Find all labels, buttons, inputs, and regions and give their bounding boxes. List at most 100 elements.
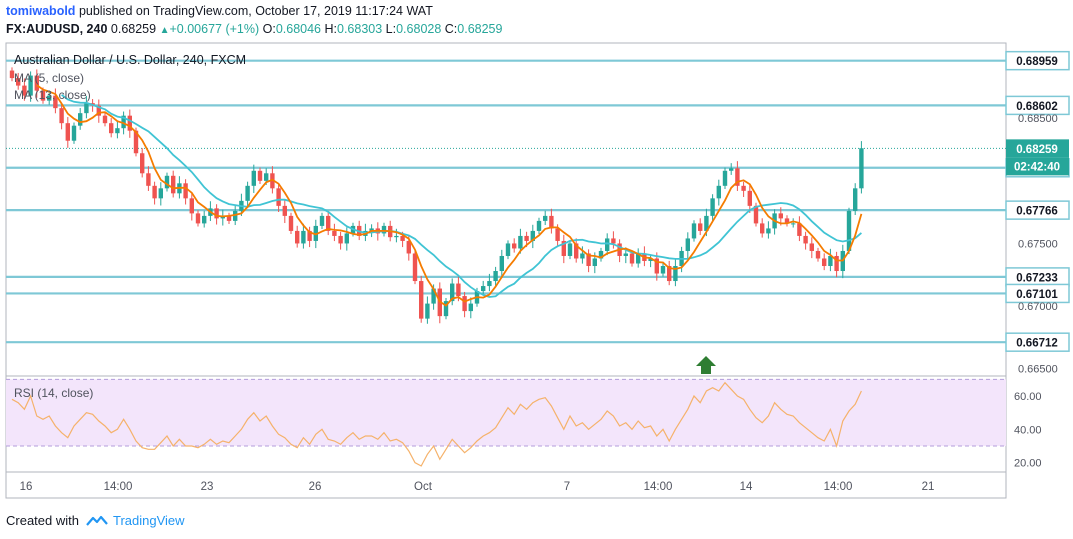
candle-body xyxy=(195,213,201,224)
price-chart[interactable]: 0.689590.686020.681040.677660.672330.671… xyxy=(0,40,1073,505)
candle-body xyxy=(543,215,548,221)
candle-body xyxy=(202,215,207,224)
candle-body xyxy=(369,228,374,231)
candle-body xyxy=(332,230,337,236)
last-price-text: 0.68259 xyxy=(110,22,157,36)
candle-body xyxy=(9,70,15,79)
price-tick-label: 0.68500 xyxy=(1018,113,1058,125)
candle-body xyxy=(698,223,703,231)
candle-body xyxy=(400,235,405,241)
candle-body xyxy=(164,175,170,189)
candle-body xyxy=(803,235,808,244)
candle-body xyxy=(319,215,325,226)
footer: Created with TradingView xyxy=(6,513,185,529)
candle-body xyxy=(34,75,39,91)
rsi-tick-label: 40.00 xyxy=(1014,424,1042,436)
candle-body xyxy=(493,271,498,282)
candle-body xyxy=(381,225,387,234)
level-label-box xyxy=(1005,200,1070,220)
candle-body xyxy=(183,183,188,199)
candle-body xyxy=(96,105,101,116)
candle-body xyxy=(809,243,814,251)
candle-body xyxy=(28,75,33,96)
candle-body xyxy=(524,235,529,241)
candle-body xyxy=(84,103,89,114)
triangle-up-icon: ▲ xyxy=(159,25,170,36)
candle-body xyxy=(567,243,573,256)
ma13-line xyxy=(61,94,862,298)
candle-body xyxy=(735,168,740,186)
candle-body xyxy=(784,218,790,224)
level-label: 0.67766 xyxy=(1016,206,1058,218)
candle-body xyxy=(605,238,610,251)
candle-body xyxy=(623,253,628,256)
candle-body xyxy=(146,173,151,186)
level-label: 0.67101 xyxy=(1016,289,1058,301)
rsi-band xyxy=(6,379,1006,446)
candle-body xyxy=(431,288,436,304)
candle-body xyxy=(549,215,554,229)
published-text: published on TradingView.com, October 17… xyxy=(78,4,433,18)
candle-body xyxy=(822,258,827,267)
last-price-box xyxy=(1006,139,1069,158)
candle-body xyxy=(233,210,238,221)
symbol-info: FX:AUDUSD, 240 0.68259 ▲+0.00677 (+1%) O… xyxy=(6,21,502,39)
level-label-box xyxy=(1005,50,1070,71)
candle-body xyxy=(71,125,77,141)
candle-body xyxy=(450,283,455,302)
author-link[interactable]: tomiwabold xyxy=(6,4,76,18)
candle-body xyxy=(710,198,715,216)
candle-body xyxy=(171,175,176,194)
candle-body xyxy=(512,243,517,249)
countdown-label: 02:42:40 xyxy=(1014,161,1060,173)
change-text: +0.00677 (+1%) xyxy=(169,22,260,36)
ma5-legend: MA (5, close) xyxy=(14,71,84,85)
candle-body xyxy=(276,188,281,206)
candle-body xyxy=(102,115,108,124)
candle-body xyxy=(741,185,746,191)
candle-body xyxy=(301,230,306,244)
candle-body xyxy=(648,258,653,261)
candle-body xyxy=(555,228,560,241)
time-tick-label: 14 xyxy=(740,481,753,493)
chart-title: Australian Dollar / U.S. Dollar, 240, FX… xyxy=(14,53,246,67)
candle-body xyxy=(22,85,27,96)
candle-body xyxy=(760,223,765,234)
candle-body xyxy=(729,168,734,171)
candle-body xyxy=(791,223,796,225)
candle-body xyxy=(815,250,821,259)
candle-body xyxy=(264,173,269,181)
candle-body xyxy=(561,240,566,256)
level-label-box xyxy=(1005,95,1070,116)
candle-body xyxy=(109,123,114,134)
time-tick-label: 21 xyxy=(922,481,935,493)
up-arrow-icon xyxy=(696,356,716,374)
candle-body xyxy=(834,255,839,272)
candle-body xyxy=(158,188,163,199)
candle-body xyxy=(592,258,597,267)
candle-body xyxy=(853,188,858,211)
time-tick-label: 23 xyxy=(201,481,214,493)
tradingview-brand-link[interactable]: TradingView xyxy=(113,513,185,528)
candle-body xyxy=(16,78,21,86)
candle-body xyxy=(778,213,783,219)
candle-body xyxy=(747,190,752,206)
time-tick-label: 14:00 xyxy=(824,481,853,493)
low-value: 0.68028 xyxy=(396,22,442,36)
candle-body xyxy=(828,255,833,267)
candle-body xyxy=(667,266,672,282)
candle-body xyxy=(722,170,728,186)
candle-body xyxy=(505,243,511,256)
candle-body xyxy=(121,115,126,129)
created-with-text: Created with xyxy=(6,513,79,528)
candle-body xyxy=(127,115,132,131)
candle-body xyxy=(660,266,666,274)
candle-body xyxy=(344,233,349,244)
price-tick-label: 0.66500 xyxy=(1018,364,1058,376)
candle-body xyxy=(487,281,492,287)
candle-body xyxy=(456,283,461,297)
level-label: 0.66712 xyxy=(1016,338,1058,350)
candle-body xyxy=(189,198,194,214)
candle-body xyxy=(685,238,690,251)
candle-body xyxy=(499,255,504,272)
